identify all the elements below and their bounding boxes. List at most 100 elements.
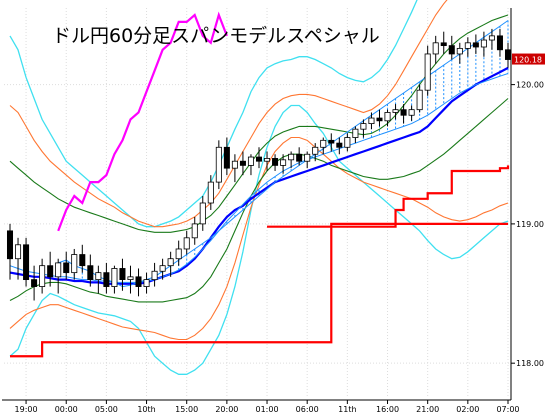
chikou-span-line: [57, 11, 228, 232]
candle-body-down: [6, 230, 14, 260]
candle-body-up: [247, 156, 254, 166]
candle: [304, 151, 311, 169]
candle-body-up: [15, 244, 22, 260]
candle: [320, 137, 327, 155]
candle-body-up: [368, 117, 375, 125]
candle: [247, 154, 254, 176]
span-red-step-line: [10, 222, 508, 358]
candle: [272, 154, 279, 171]
y-tick-label: 119.00: [516, 220, 544, 229]
candle-body-up: [111, 268, 118, 287]
center-line: [9, 66, 509, 285]
candle: [215, 140, 222, 190]
candle: [127, 265, 134, 294]
candlesticks: [6, 28, 512, 301]
candle: [264, 151, 271, 171]
candle: [231, 154, 238, 183]
x-tick-label: 01:00: [256, 405, 279, 414]
x-tick-label: 15:00: [175, 405, 198, 414]
candle: [119, 258, 126, 291]
candle: [239, 151, 246, 176]
candle-body-up: [416, 89, 423, 111]
candle: [199, 196, 206, 231]
span-red-line-recent: [267, 165, 510, 228]
candle-body-down: [504, 49, 512, 60]
candle-body-up: [312, 146, 319, 155]
candle-body-up: [456, 47, 463, 55]
candle: [440, 31, 447, 54]
candle-body-up: [288, 153, 295, 161]
candle-body-up: [231, 160, 238, 169]
candle-body-up: [183, 237, 190, 250]
x-tick-label: 16:00: [376, 405, 399, 414]
y-tick-label: 118.00: [516, 359, 544, 368]
candle-body-up: [408, 109, 415, 116]
span-a: [58, 20, 509, 288]
x-tick-label: 00:00: [55, 405, 78, 414]
candle: [448, 35, 455, 60]
x-tick-labels: 19:00 00:00 05:00 10th 15:00 20:00 01:00 06:00 1…: [15, 400, 520, 414]
candle: [464, 37, 471, 57]
candle: [344, 133, 351, 152]
candle: [488, 28, 495, 50]
candle: [328, 133, 335, 152]
x-tick-label: 05:00: [95, 405, 118, 414]
candle-body-down: [79, 254, 86, 267]
candle-body-down: [376, 117, 383, 122]
x-tick-label: 19:00: [15, 405, 38, 414]
candle-body-up: [151, 270, 158, 281]
bollinger-upper-outer: [9, 0, 418, 228]
candle-body-up: [71, 254, 78, 274]
candle-body-down: [440, 42, 447, 47]
candle: [55, 258, 62, 294]
candle-body-up: [159, 265, 166, 272]
candle-body-down: [400, 109, 407, 116]
y-tick-labels: 120.00 119.00 118.00: [511, 81, 544, 368]
x-tick-label: 07:00: [496, 405, 519, 414]
candle-body-up: [143, 279, 150, 287]
candle: [288, 151, 295, 169]
chart-title: ドル円60分足スパンモデルスペシャル: [52, 25, 380, 47]
candle: [408, 105, 415, 121]
candle: [360, 119, 367, 138]
candle-body-up: [127, 276, 134, 281]
y-tick-label: 120.00: [516, 81, 544, 90]
candle: [167, 251, 174, 277]
candle-body-up: [432, 42, 439, 55]
span-b: [9, 73, 509, 283]
candle-body-down: [135, 276, 142, 287]
candle: [296, 147, 303, 166]
candle: [191, 216, 198, 245]
candle-body-down: [87, 265, 94, 281]
candle: [416, 84, 423, 113]
candle: [223, 137, 230, 176]
candle: [79, 244, 86, 273]
candle-body-up: [175, 248, 182, 260]
candle: [352, 126, 359, 144]
candle: [207, 175, 214, 210]
candle-body-up: [167, 258, 174, 267]
candle: [31, 265, 38, 301]
candle: [23, 237, 30, 287]
x-tick-label: 10th: [137, 405, 155, 414]
candle: [183, 230, 190, 255]
candle-body-down: [255, 156, 263, 162]
candle-body-up: [207, 181, 214, 204]
candle-body-down: [448, 45, 455, 55]
candle: [368, 112, 375, 130]
candle: [111, 265, 118, 294]
candle-body-up: [392, 109, 399, 113]
current-price-label: 120.18: [514, 56, 542, 65]
candle-body-down: [272, 158, 279, 166]
x-tick-label: 06:00: [296, 405, 319, 414]
candle-body-up: [304, 153, 311, 162]
candle-body-up: [191, 223, 198, 239]
candle-body-up: [199, 202, 206, 225]
candle: [71, 248, 78, 280]
candle-body-down: [23, 244, 30, 281]
candle-body-down: [63, 262, 70, 274]
candle-body-up: [360, 123, 367, 130]
